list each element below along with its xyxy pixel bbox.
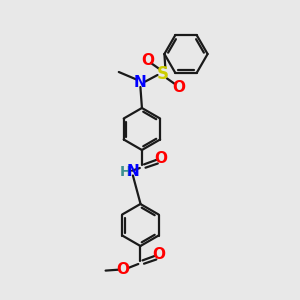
- Text: O: O: [154, 151, 167, 166]
- Text: H: H: [120, 165, 131, 179]
- Text: N: N: [134, 75, 147, 90]
- Text: S: S: [157, 64, 169, 82]
- Text: N: N: [127, 164, 139, 179]
- Text: O: O: [172, 80, 185, 94]
- Text: O: O: [141, 52, 154, 68]
- Text: O: O: [116, 262, 130, 277]
- Text: O: O: [152, 247, 166, 262]
